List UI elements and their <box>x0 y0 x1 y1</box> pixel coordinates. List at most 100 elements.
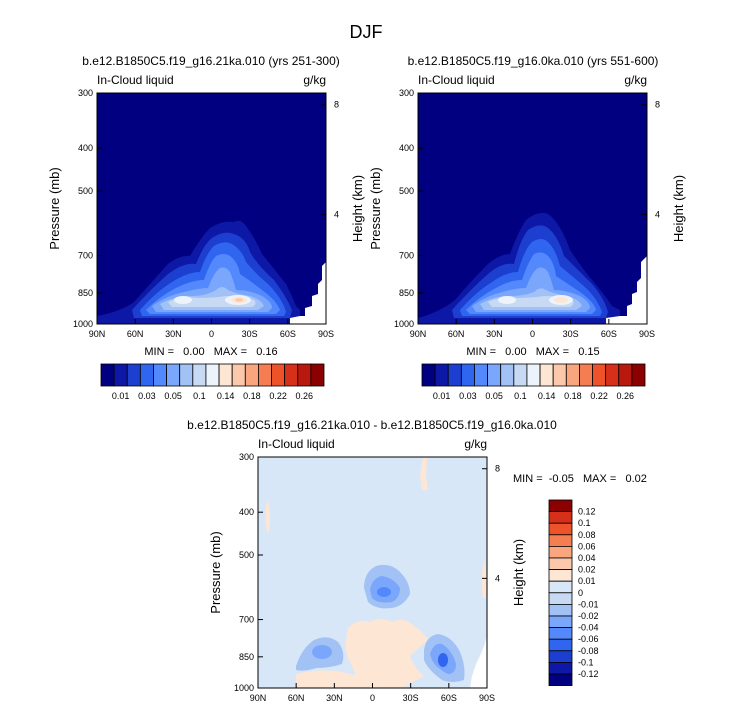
colorbar-box <box>513 363 528 387</box>
pa-xtick-label: 90N <box>89 329 106 339</box>
colorbar-label: 0.03 <box>138 391 156 401</box>
colorbar-box <box>548 662 573 675</box>
colorbar-box <box>548 673 573 687</box>
pc-ylabel: Pressure (mb) <box>208 531 223 613</box>
panel-21ka: b.e12.B1850C5.f19_g16.21ka.010 (yrs 251-… <box>47 54 365 401</box>
colorbar-box <box>548 546 573 559</box>
colorbar-box <box>100 363 115 387</box>
panel-0ka-colorbar: 0.01 0.03 0.05 0.1 0.14 0.18 0.22 0.26 <box>421 363 646 401</box>
panel-diff-plot <box>258 457 487 688</box>
pc-ytick-label: 300 <box>239 452 254 462</box>
colorbar-box <box>548 604 573 617</box>
pc-ytick-right-label: 8 <box>495 464 500 474</box>
colorbar-label: 0.26 <box>296 391 314 401</box>
panel-0ka-title: b.e12.B1850C5.f19_g16.0ka.010 (yrs 551-6… <box>408 54 659 68</box>
pb-xtick-label: 0 <box>530 329 535 339</box>
panel-21ka-colorbar: 0.01 0.03 0.05 0.1 0.14 0.18 0.22 0.26 <box>100 363 325 401</box>
pc-ytick-label: 400 <box>239 507 254 517</box>
pa-xtick-label: 0 <box>209 329 214 339</box>
colorbar-box <box>631 363 646 387</box>
pa-xtick-label: 60S <box>280 329 296 339</box>
panel-diff: b.e12.B1850C5.f19_g16.21ka.010 - b.e12.B… <box>187 418 647 703</box>
panel-21ka-variable: In-Cloud liquid <box>97 73 174 87</box>
pa-ytick-label: 500 <box>78 186 93 196</box>
colorbar-label: 0.1 <box>193 391 206 401</box>
colorbar-label: 0.06 <box>578 541 596 551</box>
panel-21ka-title: b.e12.B1850C5.f19_g16.21ka.010 (yrs 251-… <box>82 54 340 68</box>
panel-21ka-stats: MIN = 0.00 MAX = 0.16 <box>144 346 277 358</box>
pa-ytick-right-label: 4 <box>334 209 339 219</box>
colorbar-label: 0.26 <box>617 391 635 401</box>
colorbar-box <box>192 363 207 387</box>
colorbar-box <box>500 363 515 387</box>
colorbar-label: 0.01 <box>112 391 130 401</box>
pc-xtick-label: 60S <box>441 693 457 703</box>
pa-ytick-label: 850 <box>78 288 93 298</box>
panel-diff-variable: In-Cloud liquid <box>258 437 335 451</box>
colorbar-box <box>218 363 233 387</box>
pa-xtick-label: 60N <box>127 329 144 339</box>
colorbar-label: -0.12 <box>578 669 599 679</box>
colorbar-box <box>205 363 220 387</box>
pa-xtick-label: 90S <box>318 329 334 339</box>
colorbar-box <box>153 363 167 387</box>
pa-xtick-label: 30S <box>242 329 258 339</box>
pb-ytick-label: 400 <box>399 143 414 153</box>
colorbar-label: 0.22 <box>269 391 287 401</box>
figure-title: DJF <box>350 22 383 42</box>
panel-21ka-axes: 90N 60N 30N 0 30S 60S 90S 300 400 500 700 850 1000 8 4… <box>47 88 365 339</box>
colorbar-label: 0.05 <box>164 391 182 401</box>
pc-xtick-label: 60N <box>288 693 305 703</box>
pc-ylabel-right: Height (km) <box>511 539 526 606</box>
pb-ytick-label: 300 <box>399 88 414 98</box>
colorbar-box <box>113 363 128 387</box>
pc-xtick-label: 0 <box>370 693 375 703</box>
panel-0ka-plot <box>418 93 647 324</box>
pa-ytick-label: 400 <box>78 143 93 153</box>
colorbar-box <box>166 363 181 387</box>
colorbar-box <box>618 363 633 387</box>
pc-ytick-label: 1000 <box>234 683 254 693</box>
colorbar-label: 0.12 <box>578 507 596 517</box>
panel-diff-stats: MIN = -0.05 MAX = 0.02 <box>513 473 647 485</box>
colorbar-label: 0.14 <box>217 391 235 401</box>
pa-xtick-label: 30N <box>165 329 182 339</box>
colorbar-box <box>552 363 567 387</box>
colorbar-box <box>460 363 475 387</box>
panel-0ka: b.e12.B1850C5.f19_g16.0ka.010 (yrs 551-6… <box>368 54 686 401</box>
colorbar-box <box>244 363 259 387</box>
colorbar-box <box>474 363 488 387</box>
panel-diff-title: b.e12.B1850C5.f19_g16.21ka.010 - b.e12.B… <box>187 418 557 432</box>
pc-xtick-label: 90N <box>250 693 267 703</box>
colorbar-box <box>421 363 436 387</box>
pc-ytick-label: 700 <box>239 615 254 625</box>
colorbar-label: -0.02 <box>578 611 599 621</box>
colorbar-box <box>579 363 593 387</box>
colorbar-box <box>139 363 154 387</box>
colorbar-label: -0.1 <box>578 657 594 667</box>
pa-ytick-right-label: 8 <box>334 100 339 110</box>
colorbar-label: 0.14 <box>538 391 556 401</box>
colorbar-box <box>487 363 502 387</box>
panel-diff-colorbar: 0.120.1 0.080.06 0.04 0.020.01 0-0.01 -0.02 -0… <box>548 499 599 687</box>
pc-xtick-label: 30N <box>326 693 343 703</box>
pc-ytick-label: 500 <box>239 550 254 560</box>
colorbar-box <box>548 650 573 663</box>
pc-ytick-right-label: 4 <box>495 573 500 583</box>
colorbar-box <box>231 363 246 387</box>
colorbar-box <box>297 363 312 387</box>
colorbar-label: 0.22 <box>590 391 608 401</box>
panel-diff-units: g/kg <box>464 437 487 451</box>
colorbar-box <box>271 363 286 387</box>
pa-ytick-label: 700 <box>78 251 93 261</box>
colorbar-label: 0.08 <box>578 530 596 540</box>
panel-21ka-units: g/kg <box>303 73 326 87</box>
colorbar-label: 0 <box>578 588 583 598</box>
pb-xtick-label: 90N <box>410 329 427 339</box>
colorbar-label: -0.08 <box>578 646 599 656</box>
colorbar-label: 0.01 <box>578 576 596 586</box>
pa-ytick-label: 300 <box>78 88 93 98</box>
colorbar-box <box>548 592 573 605</box>
